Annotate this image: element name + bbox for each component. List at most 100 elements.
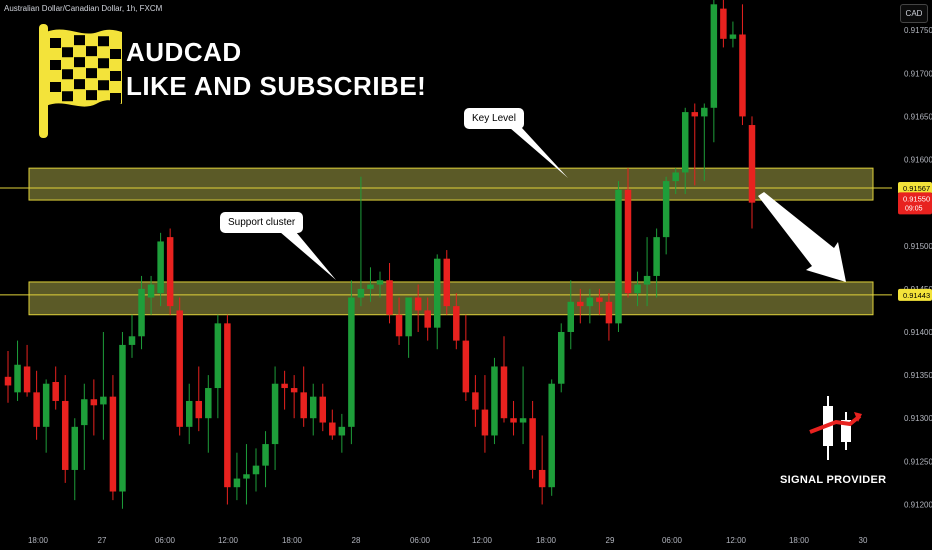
- candle-body: [329, 422, 336, 436]
- candle-body: [414, 297, 422, 311]
- candle-body: [643, 275, 651, 285]
- checkered-flag-icon: [39, 24, 122, 138]
- candle-body: [701, 107, 708, 117]
- candle-body: [128, 336, 136, 345]
- candle-body: [166, 237, 174, 307]
- candle-body: [710, 4, 718, 108]
- candle-body: [71, 426, 79, 470]
- candle-body: [309, 396, 317, 419]
- x-tick-label: 18:00: [28, 536, 49, 545]
- x-tick-label: 06:00: [410, 536, 431, 545]
- candle-body: [739, 34, 746, 117]
- candle-body: [61, 400, 69, 470]
- candle-body: [290, 388, 298, 393]
- y-tick-label: 0.91650: [904, 112, 932, 121]
- candle-body: [262, 444, 269, 466]
- signal-provider-label: SIGNAL PROVIDER: [780, 474, 887, 486]
- candle-body: [348, 297, 355, 427]
- candle-body: [195, 400, 203, 419]
- candle-body: [52, 381, 59, 401]
- candle-body: [443, 258, 451, 307]
- countdown-label: 09:05: [905, 205, 923, 212]
- candle-body: [214, 323, 222, 389]
- candle-body: [691, 112, 699, 117]
- y-tick-label: 0.91500: [904, 242, 932, 251]
- candle-body: [472, 392, 479, 410]
- x-tick-label: 12:00: [726, 536, 747, 545]
- x-tick-label: 29: [606, 536, 615, 545]
- candle-body: [395, 314, 403, 337]
- candle-body: [252, 465, 260, 475]
- candle-body: [33, 392, 40, 427]
- candle-body: [605, 301, 613, 324]
- candle-body: [634, 284, 641, 294]
- candle-body: [90, 399, 98, 406]
- current-price-value: 0.91550: [903, 194, 930, 203]
- y-tick-label: 0.91200: [904, 500, 932, 509]
- y-tick-label: 0.91750: [904, 26, 932, 35]
- candle-body: [577, 301, 584, 307]
- candle-body: [138, 288, 145, 337]
- candle-body: [481, 409, 489, 436]
- candle-body: [519, 418, 527, 423]
- candle-body: [720, 8, 727, 39]
- x-tick-label: 06:00: [662, 536, 683, 545]
- key-price-tag: [898, 288, 932, 301]
- candle-body: [596, 297, 603, 302]
- x-tick-label: 30: [859, 536, 868, 545]
- x-tick-label: 27: [98, 536, 107, 545]
- candle-body: [510, 418, 517, 423]
- y-tick-label: 0.91600: [904, 156, 932, 165]
- y-tick-label: 0.91250: [904, 457, 932, 466]
- candle-body: [653, 237, 660, 276]
- candle-body: [615, 189, 622, 324]
- x-tick-label: 18:00: [789, 536, 810, 545]
- chart-title-cta: LIKE AND SUBSCRIBE!: [126, 71, 427, 101]
- y-tick-label: 0.91700: [904, 69, 932, 78]
- forecast-arrow: [758, 192, 846, 282]
- candle-body: [624, 189, 632, 294]
- current-price-tag: [898, 192, 932, 215]
- chart-title-symbol: AUDCAD: [126, 37, 242, 67]
- x-tick-label: 18:00: [282, 536, 303, 545]
- candle-body: [147, 284, 155, 298]
- key-price-tag: [898, 181, 932, 194]
- candle-body: [491, 366, 498, 436]
- y-tick-label: 0.91350: [904, 371, 932, 380]
- candle-body: [100, 396, 107, 405]
- candle-body: [319, 396, 327, 423]
- x-tick-label: 28: [352, 536, 361, 545]
- candle-body: [185, 400, 193, 427]
- price-zone: [28, 167, 874, 201]
- candle-body: [586, 297, 594, 307]
- candle-body: [538, 469, 546, 488]
- x-tick-label: 12:00: [218, 536, 239, 545]
- candle-body: [557, 331, 565, 384]
- key-price-value: 0.91567: [903, 184, 930, 193]
- candle-body: [300, 392, 307, 419]
- candle-body: [224, 323, 231, 488]
- candle-body: [281, 383, 288, 389]
- currency-button[interactable]: CAD: [900, 4, 928, 23]
- candle-body: [157, 241, 164, 294]
- candle-body: [681, 112, 689, 173]
- candle-body: [376, 280, 384, 285]
- candle-body: [748, 125, 756, 203]
- candle-body: [453, 306, 460, 341]
- candle-body: [357, 288, 365, 298]
- candle-body: [367, 284, 374, 289]
- candle-body: [205, 388, 212, 419]
- candle-body: [567, 301, 575, 332]
- candle-body: [433, 258, 441, 328]
- symbol-description: Australian Dollar/Canadian Dollar, 1h, F…: [4, 4, 163, 13]
- candle-body: [462, 340, 470, 393]
- price-zone: [28, 281, 874, 316]
- candle-body: [271, 383, 279, 445]
- candle-body: [405, 297, 412, 337]
- candlestick-logo-icon: [809, 396, 862, 460]
- candle-body: [176, 310, 183, 427]
- candle-body: [338, 426, 346, 436]
- support-cluster-pointer: [280, 232, 336, 280]
- candle-body: [672, 172, 679, 182]
